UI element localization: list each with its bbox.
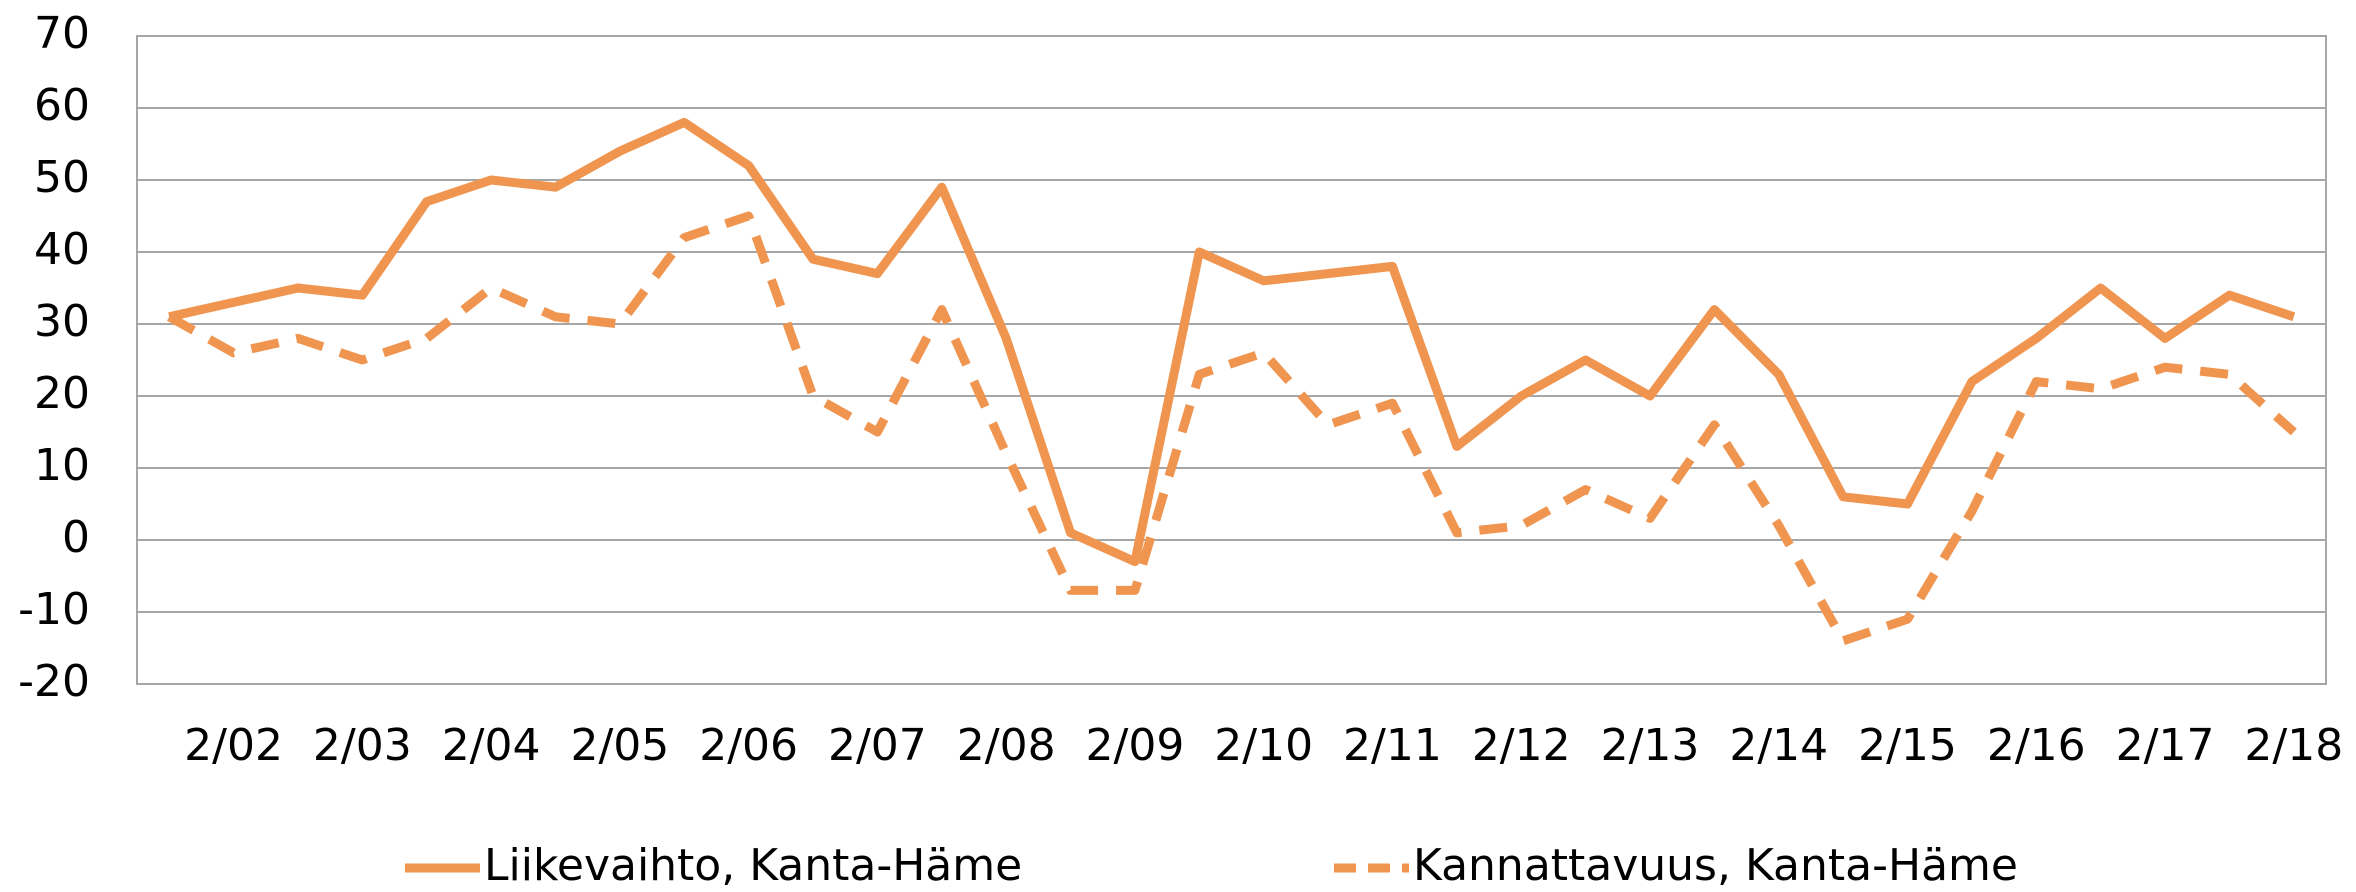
x-tick-label: 2/05 — [570, 720, 669, 771]
y-tick-label: 20 — [34, 368, 90, 419]
y-tick-label: 50 — [34, 152, 90, 203]
y-tick-label: 40 — [34, 224, 90, 275]
y-tick-label: 60 — [34, 80, 90, 131]
y-tick-label: 0 — [62, 512, 90, 563]
x-tick-label: 2/10 — [1214, 720, 1313, 771]
series-line — [168, 117, 2296, 567]
x-tick-label: 2/15 — [1858, 720, 1957, 771]
x-tick-label: 2/07 — [828, 720, 927, 771]
legend-label: Liikevaihto, Kanta-Häme — [484, 840, 1022, 891]
legend-label: Kannattavuus, Kanta-Häme — [1413, 840, 2018, 891]
x-tick-label: 2/12 — [1472, 720, 1571, 771]
y-tick-label: 10 — [34, 440, 90, 491]
y-tick-label: 70 — [34, 8, 90, 59]
x-tick-label: 2/09 — [1086, 720, 1185, 771]
x-tick-label: 2/04 — [442, 720, 541, 771]
x-tick-label: 2/17 — [2116, 720, 2215, 771]
x-tick-label: 2/16 — [1987, 720, 2086, 771]
y-tick-label: -20 — [18, 656, 90, 707]
x-tick-label: 2/06 — [699, 720, 798, 771]
y-tick-label: 30 — [34, 296, 90, 347]
series-line — [166, 211, 2297, 646]
x-tick-label: 2/02 — [184, 720, 283, 771]
x-tick-label: 2/18 — [2244, 720, 2343, 771]
y-tick-label: -10 — [18, 584, 90, 635]
x-tick-label: 2/08 — [957, 720, 1056, 771]
plot-border — [136, 35, 2327, 685]
x-tick-label: 2/13 — [1601, 720, 1700, 771]
x-tick-label: 2/03 — [313, 720, 412, 771]
x-tick-label: 2/14 — [1729, 720, 1828, 771]
x-tick-label: 2/11 — [1343, 720, 1442, 771]
